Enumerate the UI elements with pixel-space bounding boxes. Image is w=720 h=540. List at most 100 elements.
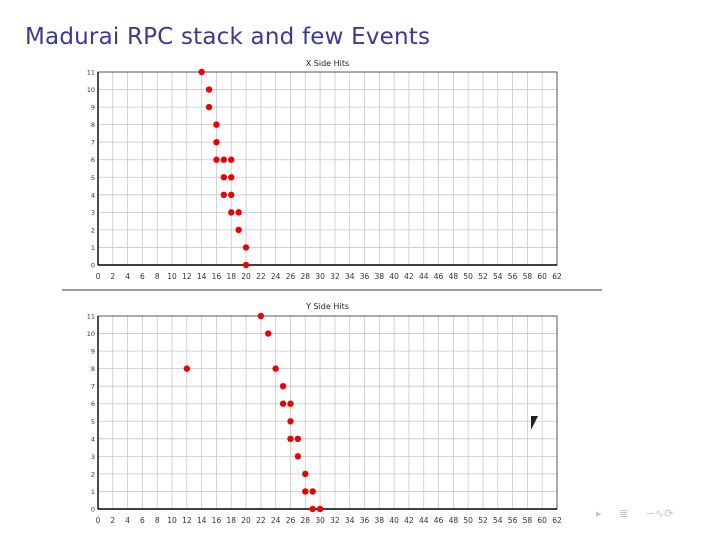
x-tick-label: 60 xyxy=(537,272,547,281)
y-tick-label: 9 xyxy=(91,348,95,356)
x-tick-label: 60 xyxy=(537,516,547,525)
y-tick-label: 1 xyxy=(91,488,95,496)
data-point xyxy=(302,488,309,495)
data-point xyxy=(213,156,220,163)
y-tick-label: 2 xyxy=(91,226,95,234)
data-point xyxy=(205,86,213,93)
x-tick-label: 56 xyxy=(508,272,518,281)
x-tick-label: 42 xyxy=(404,516,414,525)
data-point xyxy=(228,174,235,181)
data-point xyxy=(279,400,287,407)
x-tick-label: 22 xyxy=(256,516,266,525)
data-point xyxy=(183,365,191,372)
y-tick-label: 4 xyxy=(91,435,95,443)
y-tick-label: 11 xyxy=(87,313,95,321)
data-point xyxy=(287,400,294,407)
x-tick-label: 22 xyxy=(256,272,266,281)
x-tick-label: 40 xyxy=(389,272,399,281)
y-tick-label: 0 xyxy=(91,506,95,514)
y-tick-label: 8 xyxy=(91,365,95,373)
data-point xyxy=(309,488,316,495)
y-tick-label: 7 xyxy=(91,383,95,391)
data-point xyxy=(242,244,250,251)
data-point xyxy=(287,435,294,443)
y-tick-label: 0 xyxy=(91,262,95,270)
plot-frame xyxy=(97,71,558,266)
data-point xyxy=(220,191,228,199)
x-tick-label: 8 xyxy=(155,272,160,281)
x-tick-label: 32 xyxy=(330,516,340,525)
x-tick-label: 38 xyxy=(375,516,385,525)
x-tick-label: 12 xyxy=(182,516,192,525)
y-tick-label: 9 xyxy=(91,104,95,112)
data-point xyxy=(228,156,235,163)
y-tick-label: 10 xyxy=(87,330,95,338)
x-tick-label: 62 xyxy=(552,272,562,281)
data-point xyxy=(220,174,228,181)
x-tick-label: 44 xyxy=(419,516,429,525)
data-point xyxy=(242,261,250,269)
plot-frame xyxy=(97,315,558,510)
chart-separator xyxy=(62,289,602,291)
x-tick-label: 46 xyxy=(434,272,444,281)
x-tick-label: 52 xyxy=(478,272,488,281)
data-point xyxy=(316,505,324,513)
x-tick-label: 32 xyxy=(330,272,340,281)
data-point xyxy=(257,312,265,320)
x-tick-label: 2 xyxy=(110,272,115,281)
x-tick-label: 20 xyxy=(241,516,251,525)
y-tick-label: 4 xyxy=(91,191,95,199)
y-tick-label: 7 xyxy=(91,139,95,147)
x-tick-label: 24 xyxy=(271,272,281,281)
x-tick-label: 40 xyxy=(389,516,399,525)
x-tick-label: 18 xyxy=(226,516,236,525)
data-point xyxy=(198,68,205,76)
x-tick-label: 0 xyxy=(96,516,101,525)
data-point xyxy=(235,226,242,234)
x-tick-label: 38 xyxy=(375,272,385,281)
data-point xyxy=(205,103,213,111)
x-tick-label: 34 xyxy=(345,272,355,281)
chart-title: Y Side Hits xyxy=(305,302,349,311)
x-tick-label: 4 xyxy=(125,516,130,525)
x-tick-label: 44 xyxy=(419,272,429,281)
data-point xyxy=(272,365,279,372)
data-point xyxy=(213,121,220,128)
x-tick-label: 20 xyxy=(241,272,251,281)
x-tick-label: 54 xyxy=(493,272,503,281)
y-tick-label: 3 xyxy=(91,453,95,461)
x-tick-label: 36 xyxy=(360,516,370,525)
nav-menu-icon[interactable]: ≣ xyxy=(619,507,629,520)
x-tick-label: 58 xyxy=(523,516,533,525)
x-tick-label: 16 xyxy=(212,516,222,525)
mouse-cursor-icon xyxy=(531,416,538,430)
x-tick-label: 58 xyxy=(523,272,533,281)
x-tick-label: 46 xyxy=(434,516,444,525)
data-point xyxy=(213,138,220,146)
nav-left-icon[interactable]: ▸ xyxy=(596,507,602,520)
slide-title: Madurai RPC stack and few Events xyxy=(25,24,431,50)
chart-title: X Side Hits xyxy=(306,59,349,68)
x-tick-label: 36 xyxy=(360,272,370,281)
data-point xyxy=(220,156,228,163)
y-tick-label: 6 xyxy=(91,400,95,408)
data-point xyxy=(279,382,287,390)
x-tick-label: 50 xyxy=(463,272,473,281)
x-tick-label: 34 xyxy=(345,516,355,525)
x-tick-label: 8 xyxy=(155,516,160,525)
x-tick-label: 24 xyxy=(271,516,281,525)
data-point xyxy=(287,418,294,425)
data-point xyxy=(228,191,235,199)
y-tick-label: 5 xyxy=(91,418,95,426)
x-tick-label: 30 xyxy=(315,516,325,525)
x-tick-label: 16 xyxy=(212,272,222,281)
data-point xyxy=(294,453,302,460)
x-tick-label: 2 xyxy=(110,516,115,525)
y-tick-label: 3 xyxy=(91,209,95,217)
nav-search-icon[interactable]: ∽∿⟳ xyxy=(645,507,674,520)
x-tick-label: 28 xyxy=(301,272,311,281)
slide-navigation: ▸ ≣ ∽∿⟳ xyxy=(596,507,687,520)
y-tick-label: 1 xyxy=(91,244,95,252)
